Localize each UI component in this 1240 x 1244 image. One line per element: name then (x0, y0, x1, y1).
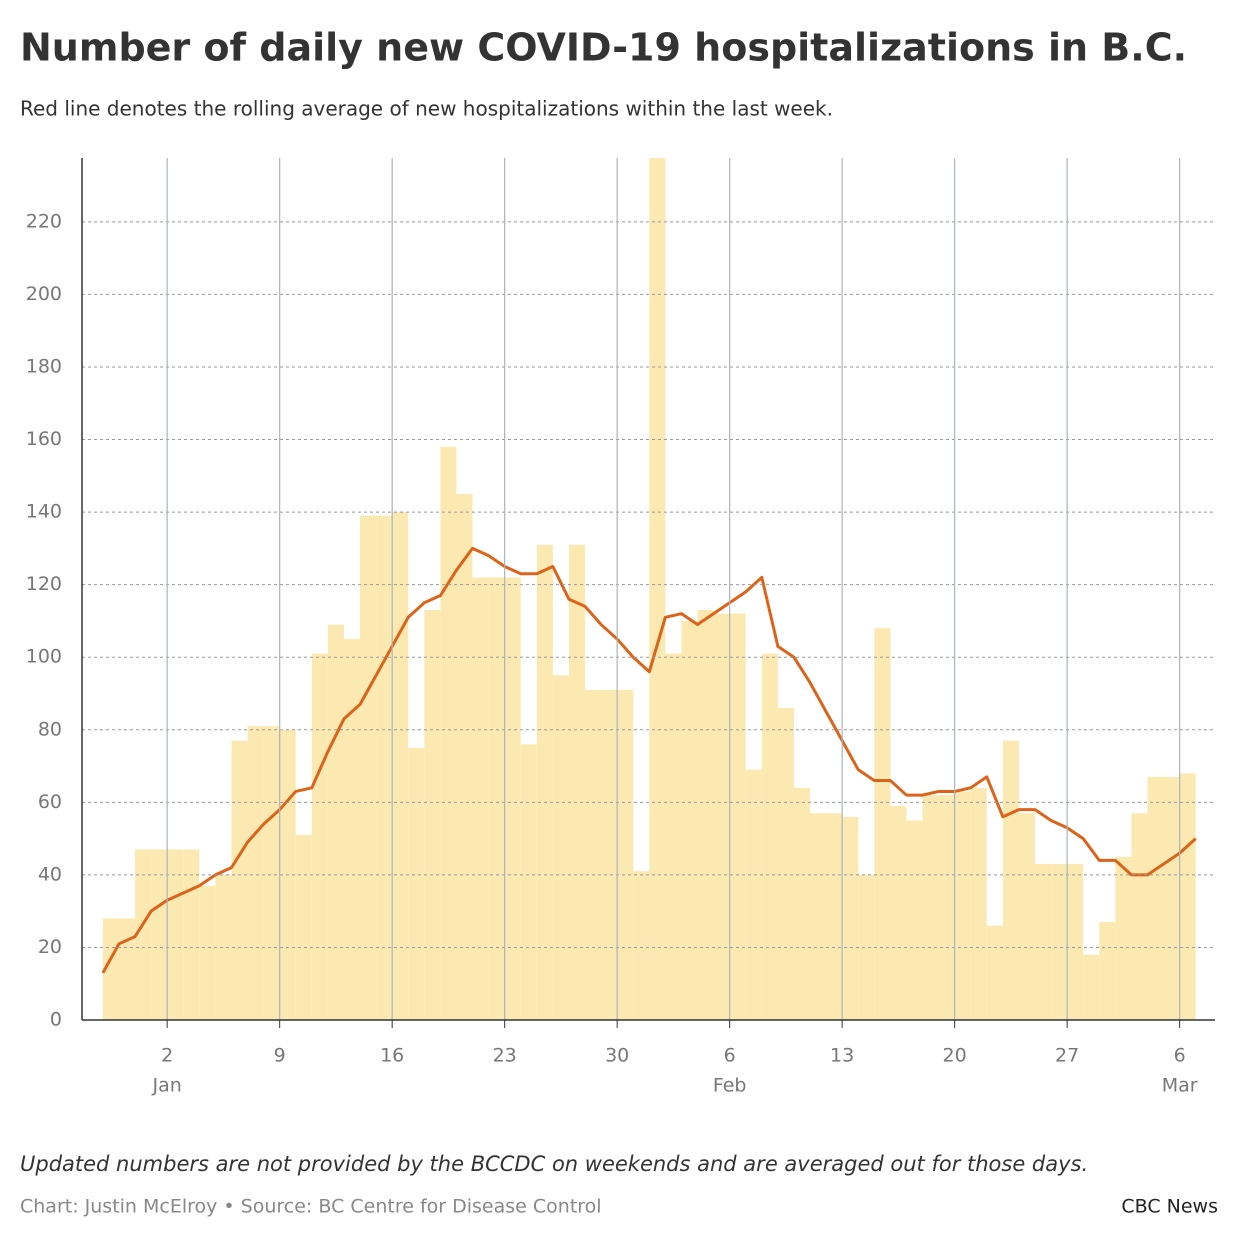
bar (327, 624, 344, 1020)
footnote: Updated numbers are not provided by the … (20, 1152, 1088, 1176)
bar (440, 446, 457, 1020)
bar (681, 620, 698, 1020)
x-tick-label: 20 (943, 1045, 967, 1067)
bar (1163, 776, 1180, 1020)
y-tick-label: 0 (50, 1009, 62, 1031)
bar (842, 816, 859, 1020)
bar (585, 689, 602, 1020)
x-tick-label: 30 (605, 1045, 629, 1067)
bar (343, 639, 361, 1020)
bar (408, 747, 425, 1020)
bar (1131, 813, 1148, 1020)
bar (360, 515, 377, 1020)
x-tick-label: 6 (1174, 1045, 1186, 1067)
bar (617, 689, 634, 1020)
bar (472, 577, 489, 1020)
bar (826, 813, 843, 1020)
bar (777, 707, 794, 1020)
bar (1099, 922, 1116, 1020)
bar (151, 849, 168, 1020)
x-tick-label: 13 (830, 1045, 854, 1067)
bar (1035, 863, 1052, 1020)
x-month-label: Feb (713, 1075, 747, 1097)
bar (1083, 954, 1100, 1020)
x-tick-label: 27 (1055, 1045, 1079, 1067)
bar (520, 744, 537, 1020)
y-tick-label: 20 (38, 936, 62, 958)
bar (649, 158, 666, 1020)
x-tick-label: 9 (274, 1045, 286, 1067)
bar (102, 918, 119, 1020)
y-tick-label: 180 (26, 355, 62, 377)
bar (761, 653, 778, 1020)
bar (938, 795, 955, 1020)
bar (713, 613, 730, 1020)
bar (135, 849, 152, 1020)
bar (745, 769, 762, 1020)
y-tick-label: 140 (26, 501, 62, 523)
bar (118, 918, 136, 1020)
bar (263, 726, 280, 1020)
bar (392, 512, 409, 1020)
bar (1018, 813, 1036, 1020)
bar (1179, 773, 1196, 1020)
bar (167, 849, 184, 1020)
bar (1147, 776, 1164, 1020)
y-tick-label: 60 (38, 791, 62, 813)
plot-area (101, 158, 1197, 1020)
bar (810, 813, 827, 1020)
bar (552, 675, 569, 1020)
bar (311, 653, 328, 1020)
bar (1067, 863, 1084, 1020)
bar (568, 544, 586, 1020)
chart-title: Number of daily new COVID-19 hospitaliza… (20, 26, 1187, 70)
brand: CBC News (1121, 1196, 1218, 1218)
y-tick-label: 160 (26, 428, 62, 450)
bar (601, 689, 618, 1020)
x-tick-label: 2 (161, 1045, 173, 1067)
bar (247, 726, 264, 1020)
bar (1115, 856, 1132, 1020)
x-tick-label: 6 (724, 1045, 736, 1067)
y-tick-label: 100 (26, 646, 62, 668)
bar (456, 493, 473, 1020)
bar (231, 740, 248, 1020)
bar (504, 577, 521, 1020)
bar (215, 874, 232, 1020)
bar (954, 791, 971, 1020)
bar (665, 653, 682, 1020)
bar (858, 874, 875, 1020)
bar (986, 925, 1003, 1020)
bar (890, 805, 907, 1020)
bar (1002, 740, 1019, 1020)
x-tick-label: 23 (493, 1045, 517, 1067)
bar (376, 515, 393, 1020)
bar (536, 544, 553, 1020)
bar (906, 820, 923, 1020)
bar (697, 610, 714, 1020)
bar (793, 787, 811, 1020)
bar (970, 787, 987, 1020)
bar (488, 577, 505, 1020)
rolling-average-line (101, 546, 1197, 974)
y-tick-label: 200 (26, 283, 62, 305)
chart-subtitle: Red line denotes the rolling average of … (20, 97, 833, 121)
x-month-label: Mar (1162, 1075, 1198, 1097)
bar (729, 613, 746, 1020)
x-tick-label: 16 (380, 1045, 404, 1067)
bar (922, 795, 939, 1020)
y-tick-label: 80 (38, 718, 62, 740)
bar (424, 610, 441, 1020)
x-month-label: Jan (152, 1075, 182, 1097)
bar (1051, 863, 1068, 1020)
y-tick-label: 40 (38, 863, 62, 885)
y-tick-label: 220 (26, 210, 62, 232)
y-tick-label: 120 (26, 573, 62, 595)
bar (295, 834, 312, 1020)
bar (874, 628, 891, 1020)
bar (633, 871, 650, 1020)
source: Chart: Justin McElroy • Source: BC Centr… (20, 1196, 602, 1218)
bar (199, 885, 216, 1020)
